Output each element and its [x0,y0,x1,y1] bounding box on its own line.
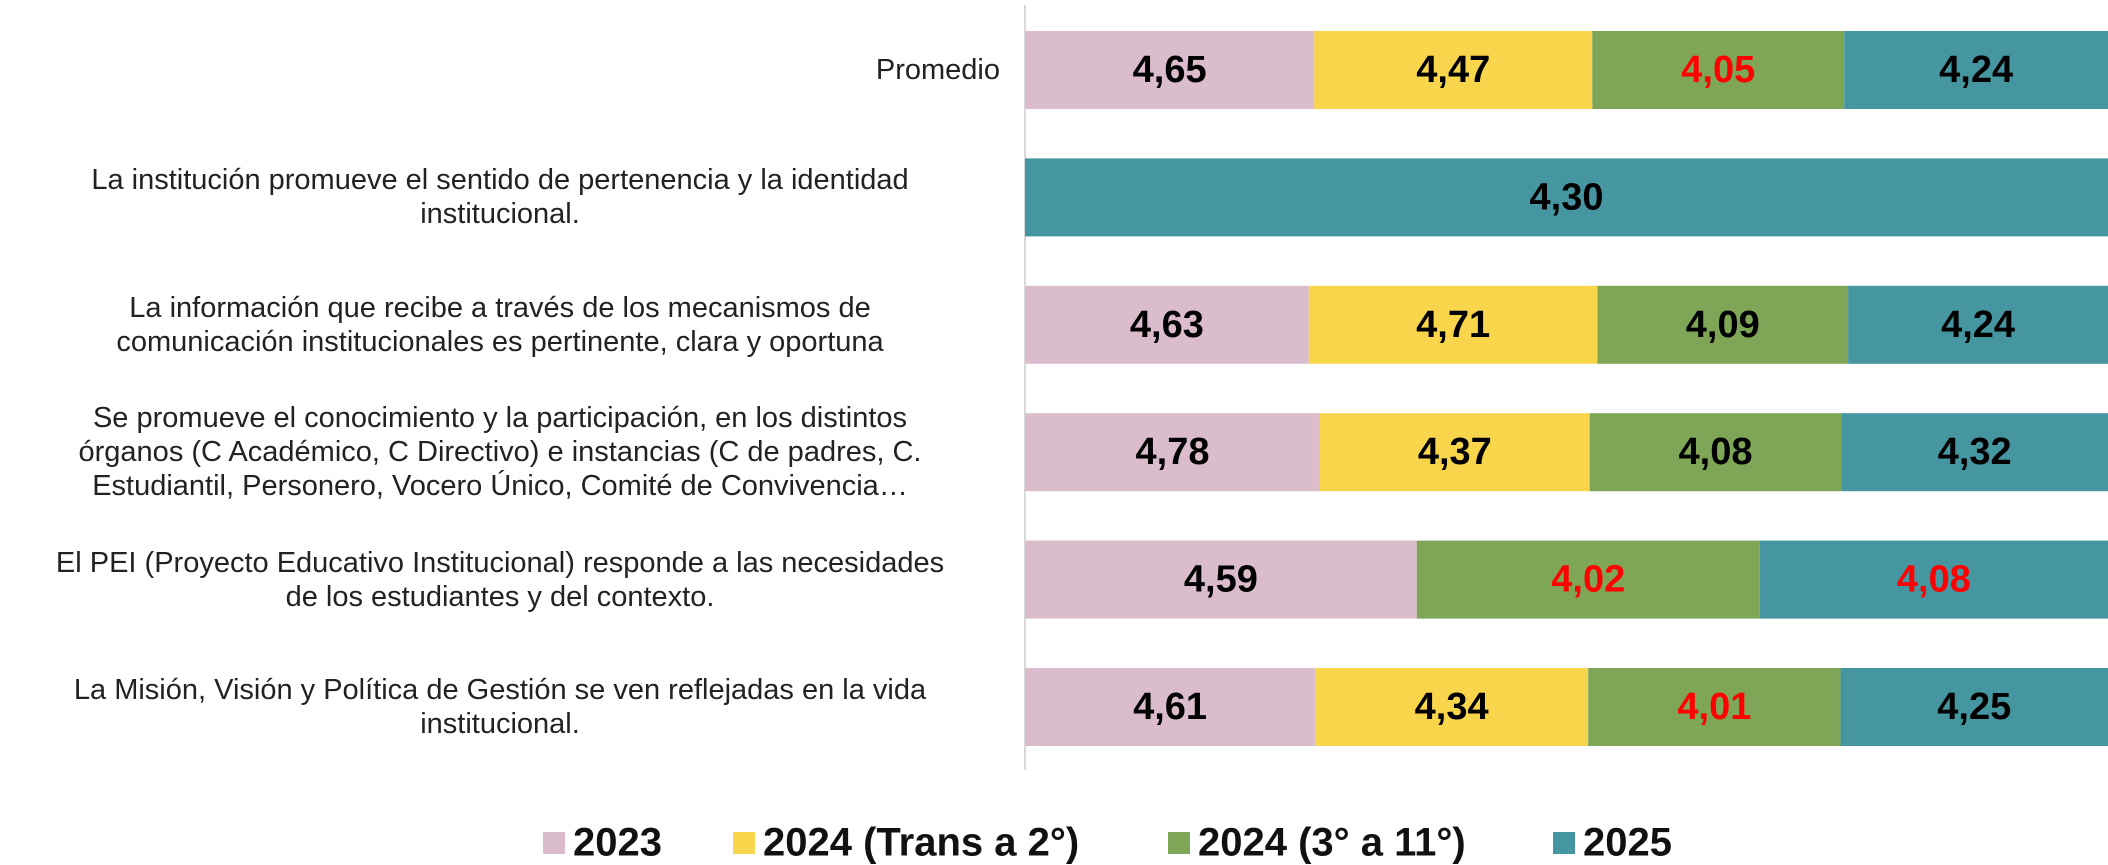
data-label: 4,37 [1418,431,1492,473]
bar-segment [1841,413,2108,492]
legend-label: 2024 (Trans a 2°) [763,821,1079,865]
bar-segment [1025,413,1320,492]
data-label: 4,47 [1416,49,1490,91]
data-label: 4,05 [1681,49,1755,91]
bar-segment [1319,413,1590,492]
bar-segment [1588,668,1841,746]
bar-segment [1844,31,2108,109]
legend-swatch [1553,832,1575,854]
data-label: 4,32 [1938,431,2012,473]
legend-label: 2025 [1583,821,1672,865]
bar-segment [1025,285,1309,364]
legend-swatch [1168,832,1190,854]
bar-segment [1025,540,1417,619]
data-label: 4,24 [1941,304,2015,346]
data-label: 4,09 [1686,304,1760,346]
bar-segment [1759,540,2108,619]
data-label: 4,71 [1416,304,1490,346]
legend-label: 2023 [573,821,662,865]
bar-segment [1025,158,2108,237]
bar-segment [1315,668,1589,746]
legend-label: 2024 (3° a 11°) [1198,821,1466,865]
data-label: 4,08 [1897,559,1971,601]
data-label: 4,30 [1530,176,1604,218]
data-label: 4,24 [1939,49,2013,91]
legend-swatch [733,832,755,854]
data-label: 4,78 [1136,431,1210,473]
category-label: La Misión, Visión y Política de Gestión … [73,674,927,740]
bar-segment [1314,31,1593,109]
data-label: 4,61 [1133,686,1207,728]
data-label: 4,63 [1130,304,1204,346]
category-label: Se promueve el conocimiento y la partici… [78,402,922,503]
category-label: Promedio [875,54,1000,86]
bar-segment [1025,31,1315,109]
bar-segment [1848,285,2108,364]
bar-segment [1416,540,1760,619]
data-label: 4,08 [1679,431,1753,473]
category-label: La institución promueve el sentido de pe… [91,164,909,231]
data-label: 4,01 [1677,686,1751,728]
bar-segment [1597,285,1849,364]
data-label: 4,34 [1415,686,1489,728]
category-label: La información que recibe a través de lo… [116,291,884,358]
data-label: 4,25 [1937,686,2011,728]
bar-segment [1589,413,1842,492]
bar-segment [1025,668,1316,746]
data-label: 4,65 [1133,49,1207,91]
bar-segment [1592,31,1845,109]
data-label: 4,59 [1184,559,1258,601]
data-label: 4,02 [1551,559,1625,601]
bar-segment [1840,668,2108,746]
category-label: El PEI (Proyecto Educativo Institucional… [55,546,945,613]
legend-swatch [543,832,565,854]
bar-segment [1308,285,1598,364]
